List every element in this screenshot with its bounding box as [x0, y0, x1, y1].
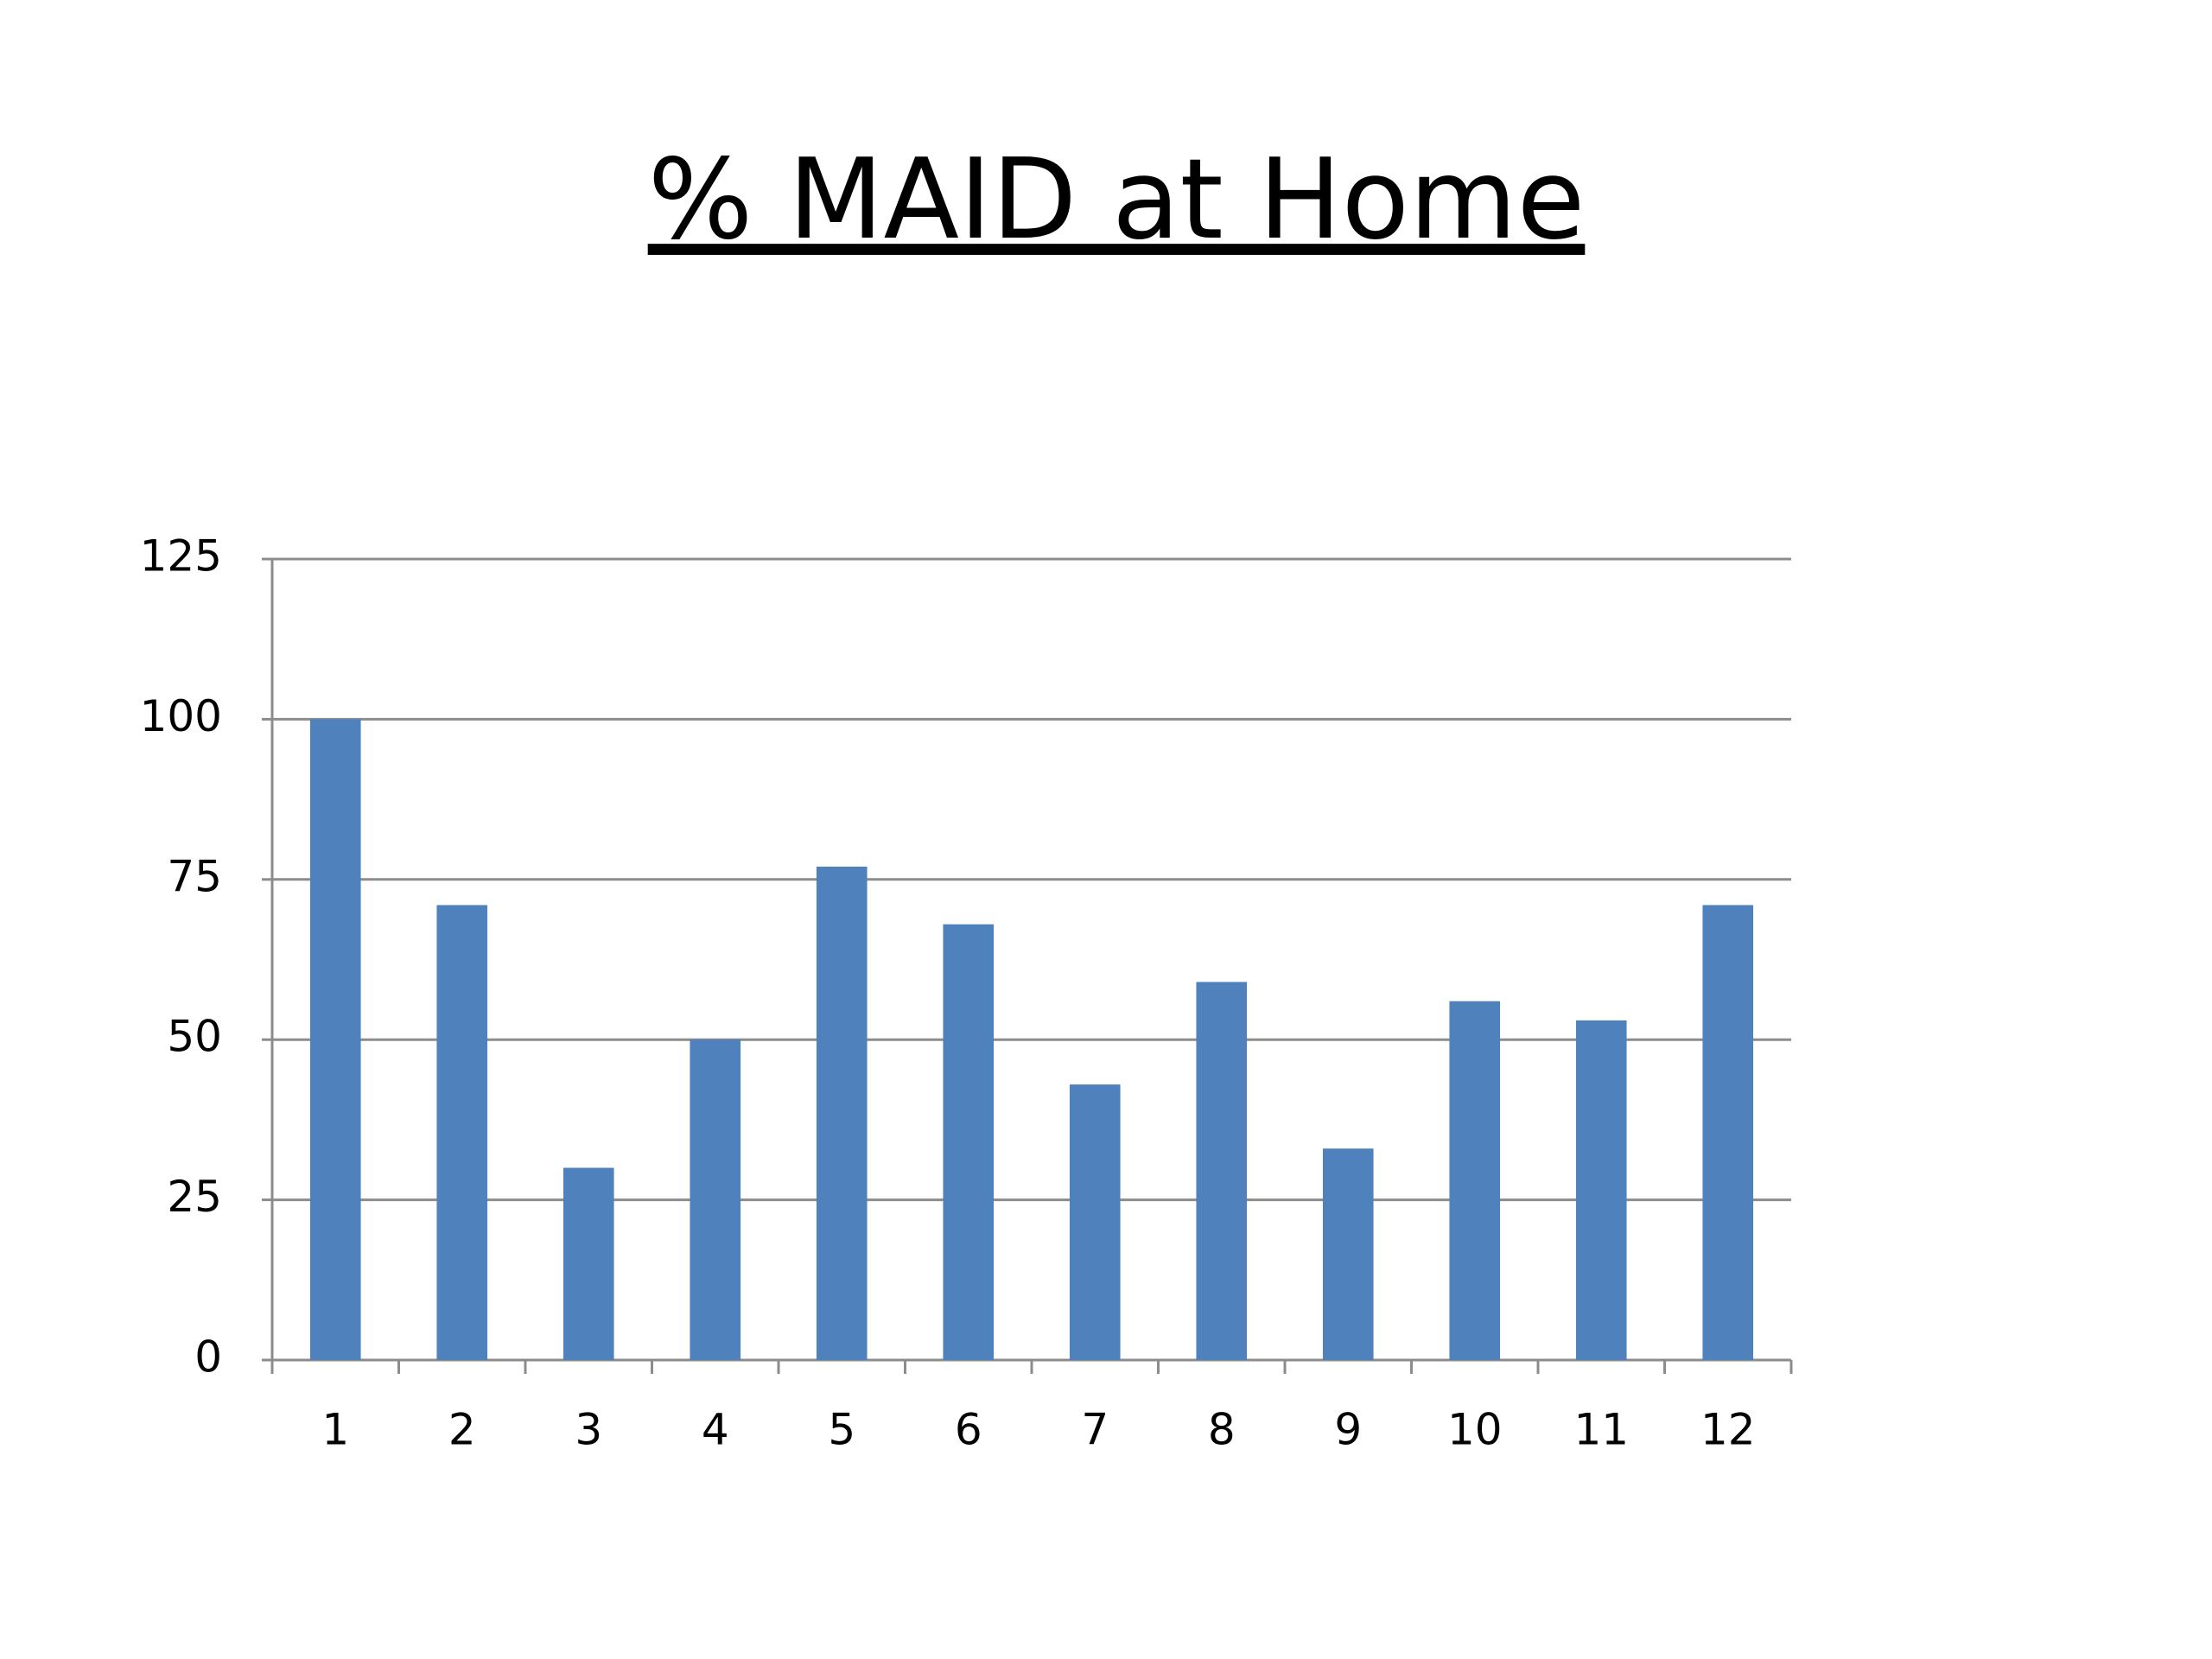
x-tick-label: 3: [575, 1405, 602, 1455]
x-tick-label: 5: [828, 1405, 855, 1455]
x-tick-label: 9: [1334, 1405, 1362, 1455]
y-tick-label: 125: [140, 531, 222, 582]
x-tick-label: 6: [955, 1405, 982, 1455]
bar: [690, 1039, 741, 1360]
bar: [816, 866, 868, 1360]
y-tick-label: 0: [194, 1332, 222, 1382]
bar: [1702, 905, 1754, 1360]
x-tick-label: 11: [1573, 1405, 1629, 1455]
y-tick-label: 50: [167, 1012, 222, 1062]
bar: [563, 1167, 614, 1360]
chart-title: % MAID at Home: [648, 136, 1586, 264]
x-tick-label: 4: [702, 1405, 729, 1455]
y-tick-label: 75: [167, 851, 222, 901]
bar: [436, 905, 488, 1360]
x-tick-label: 12: [1700, 1405, 1756, 1455]
bar: [1322, 1148, 1374, 1360]
bar: [309, 719, 361, 1360]
y-tick-label: 25: [167, 1172, 222, 1222]
bar: [1575, 1020, 1627, 1360]
bar: [1196, 982, 1248, 1360]
x-tick-label: 1: [321, 1405, 349, 1455]
bar: [943, 924, 995, 1360]
x-tick-label: 8: [1208, 1405, 1236, 1455]
bar: [1069, 1084, 1121, 1360]
y-tick-label: 100: [140, 691, 222, 741]
x-tick-label: 2: [448, 1405, 476, 1455]
x-tick-label: 7: [1081, 1405, 1109, 1455]
x-tick-label: 10: [1447, 1405, 1503, 1455]
bar: [1449, 1001, 1501, 1360]
